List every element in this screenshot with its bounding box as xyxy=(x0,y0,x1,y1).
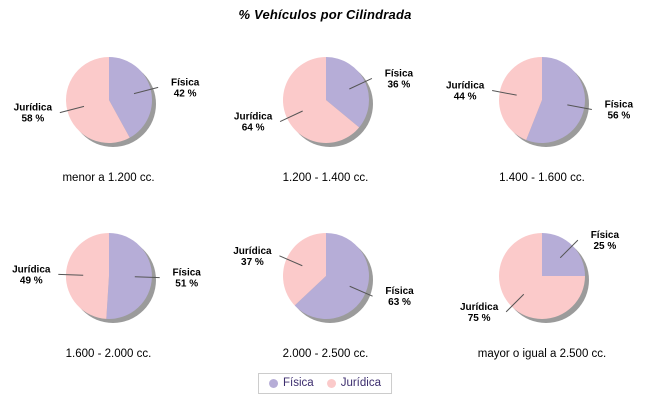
category-label: 1.400 - 1.600 cc. xyxy=(499,172,585,184)
chart-title: % Vehículos por Cilindrada xyxy=(238,7,412,22)
legend: Física Jurídica xyxy=(258,373,392,394)
category-label: 1.600 - 2.000 cc. xyxy=(65,348,152,360)
category-label: 2.000 - 2.500 cc. xyxy=(282,348,369,360)
fisica-bullet-icon xyxy=(269,378,279,388)
pie-cell-5: Física 63 % Jurídica 37 % 2.000 - 2.500 cc. xyxy=(217,212,434,388)
pie-grid: Física 42 % Jurídica 58 % menor a 1.200 cc.… xyxy=(0,36,650,388)
pie-chart-1600-2000: Física 51 % Jurídica 49 % xyxy=(12,232,201,323)
pie-cell-3: Física 56 % Jurídica 44 % 1.400 - 1.600 cc. xyxy=(434,36,650,212)
pie-chart-mayor-2500: Física 25 % Jurídica 75 % xyxy=(460,230,620,324)
pie-chart-2000-2500: Física 63 % Jurídica 37 % xyxy=(233,233,414,323)
category-label: 1.200 - 1.400 cc. xyxy=(282,172,369,184)
pie-chart-1200-1400: Física 36 % Jurídica 64 % xyxy=(233,57,413,147)
pie-cell-1: Física 42 % Jurídica 58 % menor a 1.200 cc. xyxy=(0,36,217,212)
legend-item-juridica: Jurídica xyxy=(326,377,381,389)
category-label: menor a 1.200 cc. xyxy=(62,172,155,184)
legend-label-fisica: Física xyxy=(283,377,314,389)
pie-cell-2: Física 36 % Jurídica 64 % 1.200 - 1.400 cc. xyxy=(217,36,434,212)
legend-item-fisica: Física xyxy=(269,377,314,389)
juridica-bullet-icon xyxy=(326,378,336,388)
legend-label-juridica: Jurídica xyxy=(340,377,381,389)
pie-chart-menor-1200: Física 42 % Jurídica 58 % xyxy=(13,57,199,147)
category-label: mayor o igual a 2.500 cc. xyxy=(477,348,607,360)
pie-cell-6: Física 25 % Jurídica 75 % mayor o igual a 2… xyxy=(434,212,650,388)
pie-cell-4: Física 51 % Jurídica 49 % 1.600 - 2.000 cc. xyxy=(0,212,217,388)
pie-chart-1400-1600: Física 56 % Jurídica 44 % xyxy=(446,57,634,147)
